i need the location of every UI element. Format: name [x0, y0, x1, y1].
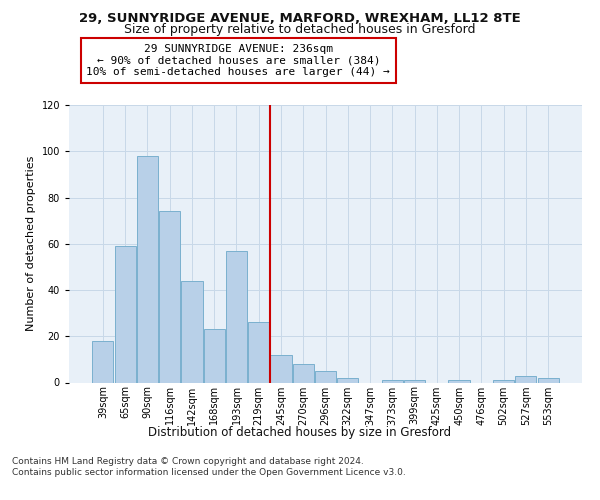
Text: Size of property relative to detached houses in Gresford: Size of property relative to detached ho… [124, 22, 476, 36]
Bar [92, 341, 113, 382]
Bar [315, 371, 336, 382]
Text: Distribution of detached houses by size in Gresford: Distribution of detached houses by size … [148, 426, 452, 439]
Bar [115, 246, 136, 382]
Bar [515, 376, 536, 382]
Bar [448, 380, 470, 382]
Bar [248, 322, 269, 382]
Bar [538, 378, 559, 382]
Bar [493, 380, 514, 382]
Bar [203, 330, 225, 382]
Text: 29, SUNNYRIDGE AVENUE, MARFORD, WREXHAM, LL12 8TE: 29, SUNNYRIDGE AVENUE, MARFORD, WREXHAM,… [79, 12, 521, 26]
Bar [271, 355, 292, 382]
Y-axis label: Number of detached properties: Number of detached properties [26, 156, 36, 332]
Bar [137, 156, 158, 382]
Bar [404, 380, 425, 382]
Bar [159, 212, 180, 382]
Bar [226, 250, 247, 382]
Bar [181, 281, 203, 382]
Text: 29 SUNNYRIDGE AVENUE: 236sqm
← 90% of detached houses are smaller (384)
10% of s: 29 SUNNYRIDGE AVENUE: 236sqm ← 90% of de… [86, 44, 390, 77]
Bar [337, 378, 358, 382]
Bar [293, 364, 314, 382]
Text: Contains HM Land Registry data © Crown copyright and database right 2024.
Contai: Contains HM Land Registry data © Crown c… [12, 458, 406, 477]
Bar [382, 380, 403, 382]
